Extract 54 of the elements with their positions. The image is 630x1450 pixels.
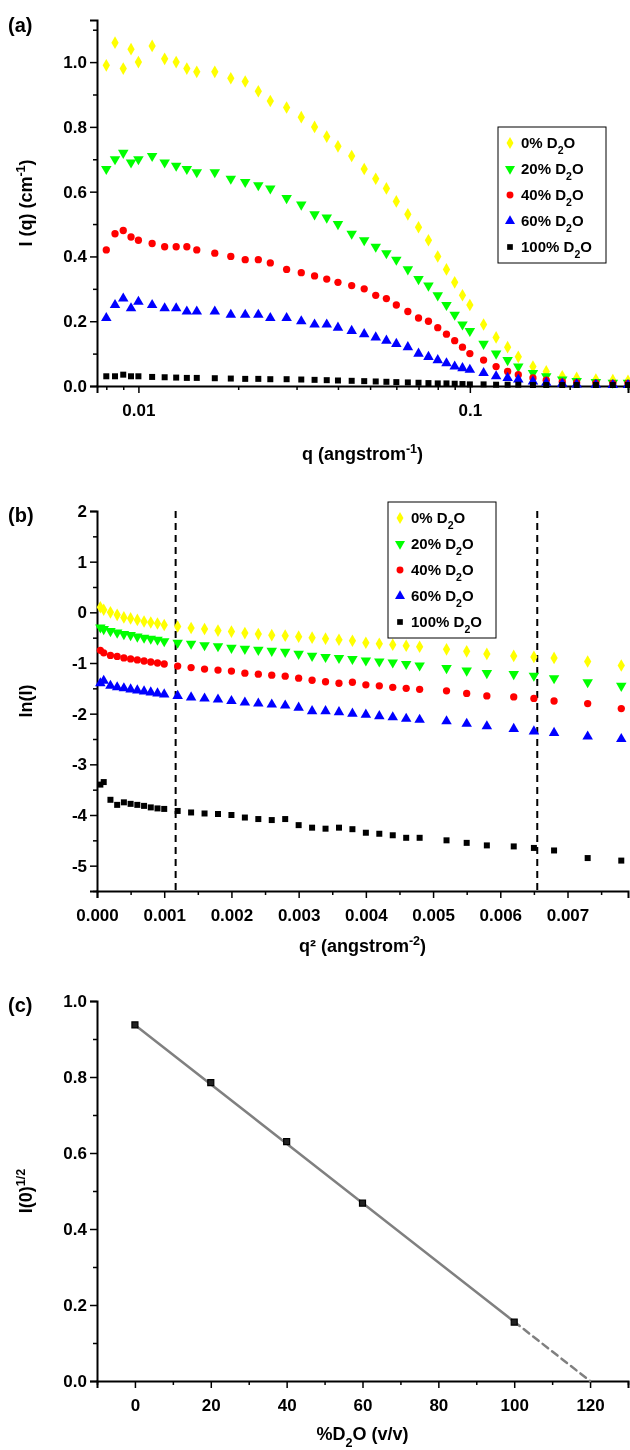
x-tick-label: 0.005 [412, 906, 455, 926]
x-tick-label: 0.003 [277, 906, 321, 926]
x-tick-label: 0.1 [458, 401, 483, 421]
chart-title: (b) [8, 504, 34, 526]
legend-label: 40% D$_{2}$O [411, 561, 474, 583]
x-tick-label: 40 [277, 1396, 297, 1416]
y-tick-label: 0.0 [63, 376, 87, 396]
legend-label: 20% D$_{2}$O [521, 160, 584, 182]
chart-title: (a) [8, 14, 33, 36]
y-tick-label: 0.2 [63, 1295, 87, 1315]
legend-label: 100% D$_{2}$O [521, 238, 593, 260]
legend-label: 20% D$_{2}$O [411, 535, 474, 557]
y-tick-label: 1.0 [63, 991, 87, 1011]
x-tick-label: 120 [576, 1396, 605, 1416]
x-tick-label: 20 [201, 1396, 221, 1416]
x-tick-label: 0.000 [76, 906, 119, 926]
x-axis-title: q² (angstrom$^{-2}$) [298, 934, 427, 956]
x-tick-label: 0.007 [546, 906, 590, 926]
x-tick-label: 0.001 [143, 906, 186, 926]
chart-title: (c) [8, 994, 33, 1016]
legend-label: 60% D$_{2}$O [521, 212, 584, 234]
legend-label: 100% D$_{2}$O [411, 613, 483, 635]
legend-label: 60% D$_{2}$O [411, 587, 474, 609]
y-tick-label: 0.4 [63, 1219, 88, 1239]
y-axis-title: ln(I) [16, 684, 36, 718]
y-tick-label: 0.8 [63, 1067, 87, 1087]
y-tick-label: -5 [71, 856, 87, 876]
x-tick-label: 0.01 [122, 401, 156, 421]
x-tick-label: 0.002 [210, 906, 254, 926]
y-tick-label: 0.0 [63, 1371, 87, 1391]
legend-label: 0% D$_{2}$O [411, 509, 466, 531]
y-tick-label: 0.4 [63, 247, 88, 267]
legend-label: 40% D$_{2}$O [521, 186, 584, 208]
y-tick-label: 1 [77, 552, 87, 572]
legend-label: 0% D$_{2}$O [521, 134, 576, 156]
y-tick-label: 0.8 [63, 117, 87, 137]
x-tick-label: 60 [353, 1396, 373, 1416]
y-tick-label: -1 [71, 653, 87, 673]
y-tick-label: 2 [77, 501, 87, 521]
x-tick-label: 0 [130, 1396, 141, 1416]
y-tick-label: -2 [71, 704, 87, 724]
x-axis-title: %D$_{2}$O (v/v) [316, 1424, 409, 1450]
y-tick-label: 0.6 [63, 182, 87, 202]
x-tick-label: 80 [429, 1396, 449, 1416]
x-tick-label: 100 [500, 1396, 529, 1416]
y-tick-label: -3 [71, 755, 87, 775]
y-tick-label: 1.0 [63, 53, 87, 73]
x-tick-label: 0.004 [345, 906, 389, 926]
x-tick-label: 0.006 [479, 906, 523, 926]
y-tick-label: 0.6 [63, 1143, 87, 1163]
y-tick-label: 0 [77, 603, 87, 623]
y-tick-label: -4 [71, 805, 88, 825]
x-axis-title: q (angstrom$^{-1}$) [301, 442, 424, 464]
y-tick-label: 0.2 [63, 312, 87, 332]
